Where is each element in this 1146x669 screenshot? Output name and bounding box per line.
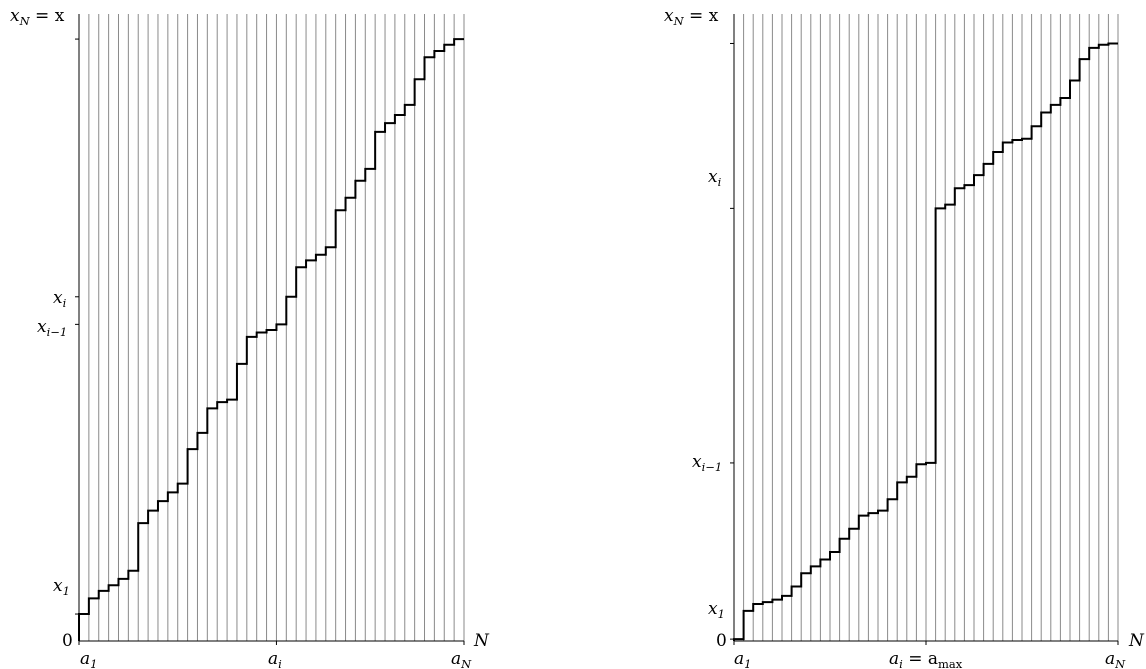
left-label-x1: x1 (53, 576, 70, 598)
left-label-a1: a1 (80, 649, 97, 669)
left-label-xN: xN = x (10, 6, 65, 28)
right-label-x1: x1 (708, 599, 725, 621)
right-label-xi: xi (708, 167, 722, 189)
left-label-xim1: xi−1 (37, 317, 67, 339)
right-grid (743, 14, 1119, 641)
left-staircase (78, 38, 464, 641)
right-label-ai-amax: ai = amax (889, 649, 963, 669)
right-ticks (730, 42, 1119, 645)
left-label-ai: ai (268, 649, 282, 669)
right-staircase (733, 42, 1118, 641)
right-label-xN: xN = x (664, 6, 719, 28)
left-label-xi: xi (53, 288, 67, 310)
left-grid (88, 14, 465, 641)
left-panel: xN = x xi xi−1 x1 0 a1 ai aN N (10, 6, 490, 669)
right-panel: xN = x xi xi−1 x1 0 a1 ai = amax aN N (664, 6, 1145, 669)
left-ticks (75, 38, 465, 645)
right-label-aN: aN (1105, 649, 1126, 669)
left-label-aN: aN (451, 649, 472, 669)
left-axis-end-N: N (473, 631, 490, 651)
left-label-zero: 0 (62, 631, 73, 651)
right-label-xim1: xi−1 (692, 452, 722, 474)
right-axis-end-N: N (1128, 631, 1145, 651)
right-label-zero: 0 (716, 631, 727, 651)
right-label-a1: a1 (734, 649, 751, 669)
